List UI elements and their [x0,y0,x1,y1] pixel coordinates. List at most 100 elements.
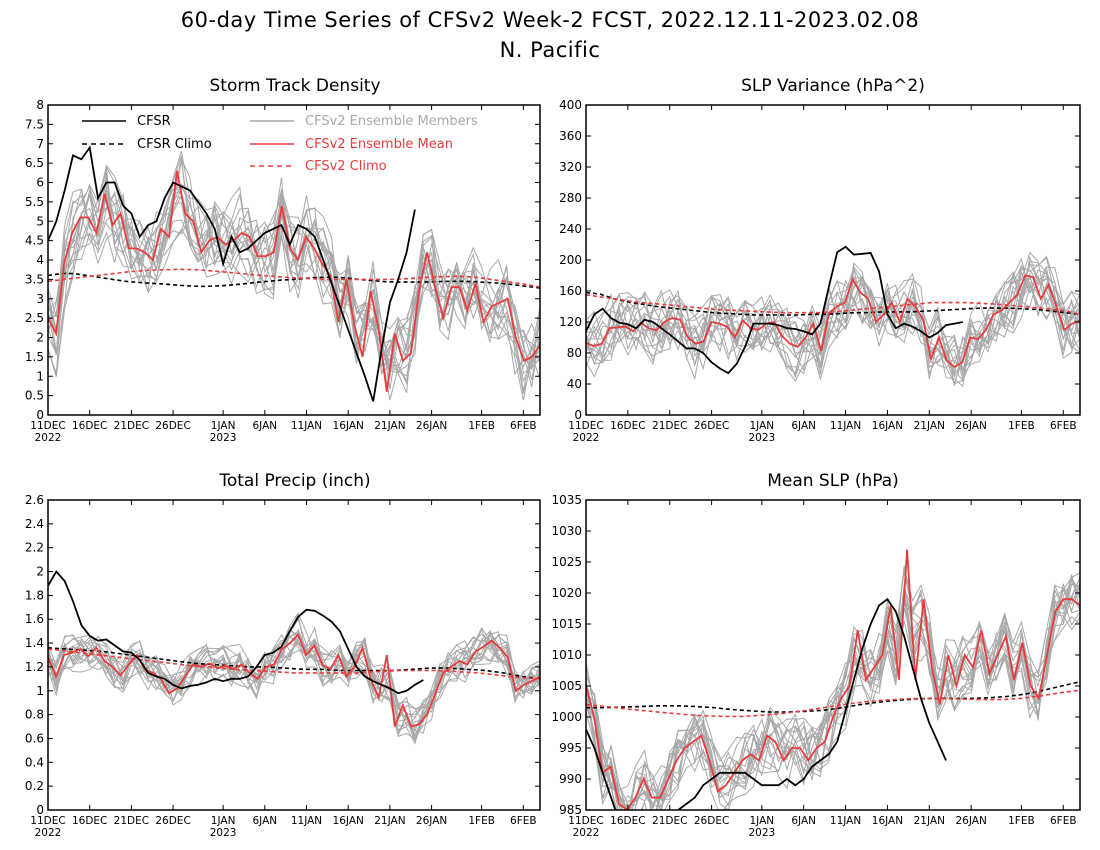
x-tick-label: 21JAN [914,815,945,827]
x-tick-label: 11DEC [568,815,603,827]
ensemble-member-line [586,577,1080,810]
y-tick-label: 2 [36,331,44,345]
y-tick-label: 160 [559,284,582,298]
y-tick-label: 5 [36,214,44,228]
total-precip-title: Total Precip (inch) [218,471,370,491]
y-tick-label: 7 [36,137,44,151]
x-tick-label: 6JAN [252,420,277,432]
plot-area [586,549,1080,810]
mean-slp-panel: Mean SLP (hPa) 985 990 995 1000 1005 1010 1015… [551,471,1081,839]
ensemble-member-line [586,257,1080,380]
ensemble-member-line [48,630,540,718]
plot-area [586,245,1080,388]
y-tick-label: 0.4 [25,755,44,769]
legend-climo-label: CFSv2 Climo [305,159,387,174]
y-tick-label: 1010 [551,648,582,662]
figure-subtitle: N. Pacific [500,38,601,62]
x-tick-label: 26JAN [955,815,986,827]
x-tick-year-label: 2023 [748,827,775,839]
x-tick-label: 1JAN [211,420,236,432]
legend-cfsr-label: CFSR [137,114,171,129]
ensemble-member-line [586,565,1080,807]
cfsr-line [586,597,947,810]
x-tick-label: 21JAN [374,420,405,432]
x-tick-label: 26DEC [694,815,729,827]
ensemble-member-line [586,255,1080,385]
y-tick-label: 120 [559,315,582,329]
y-tick-label: 6.5 [25,156,44,170]
y-tick-label: 2.4 [25,517,44,531]
y-tick-label: 7.5 [25,117,44,131]
y-tick-label: 2.5 [25,311,44,325]
y-tick-label: 8 [36,98,44,112]
slp-variance-panel: SLP Variance (hPa^2) 0 40 80 120 160 200 240 28… [559,76,1081,444]
x-tick-label: 16JAN [333,420,364,432]
ensemble-mean-line [48,170,540,392]
y-tick-label: 1025 [551,555,582,569]
y-tick-label: 1015 [551,617,582,631]
storm-track-density-panel: Storm Track Density 0 0.5 1 1.5 2 2.5 3 3.5 4 4.5… [25,76,541,444]
x-tick-label: 1JAN [750,420,775,432]
x-tick-label: 6JAN [791,815,816,827]
x-tick-year-label: 2023 [210,432,237,444]
ensemble-member-line [48,160,540,395]
x-tick-label: 11JAN [291,815,322,827]
ensemble-member-line [586,273,1080,382]
y-tick-label: 40 [567,377,582,391]
x-tick-label: 1JAN [211,815,236,827]
y-tick-label: 2 [36,565,44,579]
x-tick-label: 26JAN [955,420,986,432]
cfsr-line [48,145,416,402]
y-tick-label: 4.5 [25,234,44,248]
y-tick-label: 0 [36,803,44,817]
ensemble-member-line [48,183,540,377]
ensemble-member-line [48,183,540,401]
x-tick-label: 16DEC [610,815,645,827]
ensemble-member-line [586,266,1080,380]
x-tick-label: 21JAN [914,420,945,432]
y-tick-label: 240 [559,222,582,236]
x-tick-label: 6JAN [791,420,816,432]
x-tick-label: 21JAN [374,815,405,827]
x-tick-label: 6JAN [252,815,277,827]
legend-mean-label: CFSv2 Ensemble Mean [305,137,453,152]
ensemble-member-line [48,167,540,401]
y-tick-label: 1005 [551,679,582,693]
x-tick-label: 21DEC [652,420,687,432]
ensemble-member-line [586,571,1080,806]
ensemble-member-line [48,157,540,393]
y-tick-label: 3.5 [25,272,44,286]
y-tick-label: 1030 [551,524,582,538]
x-tick-label: 11DEC [568,420,603,432]
y-tick-label: 1035 [551,493,582,507]
y-tick-label: 1.6 [25,612,44,626]
ensemble-member-line [586,588,1080,810]
x-tick-label: 6FEB [510,420,537,432]
y-tick-label: 80 [567,346,582,360]
y-tick-label: 0 [574,408,582,422]
ensemble-member-line [586,262,1080,385]
cfsv2-climo-line [48,268,540,288]
plot-frame [47,499,541,811]
x-tick-year-label: 2023 [748,432,775,444]
ensemble-mean-line [48,633,540,728]
ensemble-member-line [586,580,1080,810]
cfsr-line [48,569,424,695]
x-tick-label: 16DEC [72,815,107,827]
y-tick-label: 5.5 [25,195,44,209]
y-tick-label: 2.2 [25,541,44,555]
y-tick-label: 0.5 [25,389,44,403]
ensemble-member-line [586,261,1080,373]
slp-variance-title: SLP Variance (hPa^2) [741,76,925,96]
y-tick-label: 0.6 [25,731,44,745]
x-tick-label: 11JAN [830,420,861,432]
x-tick-label: 26DEC [694,420,729,432]
x-tick-year-label: 2022 [35,827,62,839]
y-tick-label: 400 [559,98,582,112]
x-tick-label: 6FEB [1050,815,1077,827]
x-tick-label: 16JAN [872,420,903,432]
x-tick-label: 1FEB [468,420,495,432]
x-tick-year-label: 2022 [573,432,600,444]
y-tick-label: 0 [36,408,44,422]
